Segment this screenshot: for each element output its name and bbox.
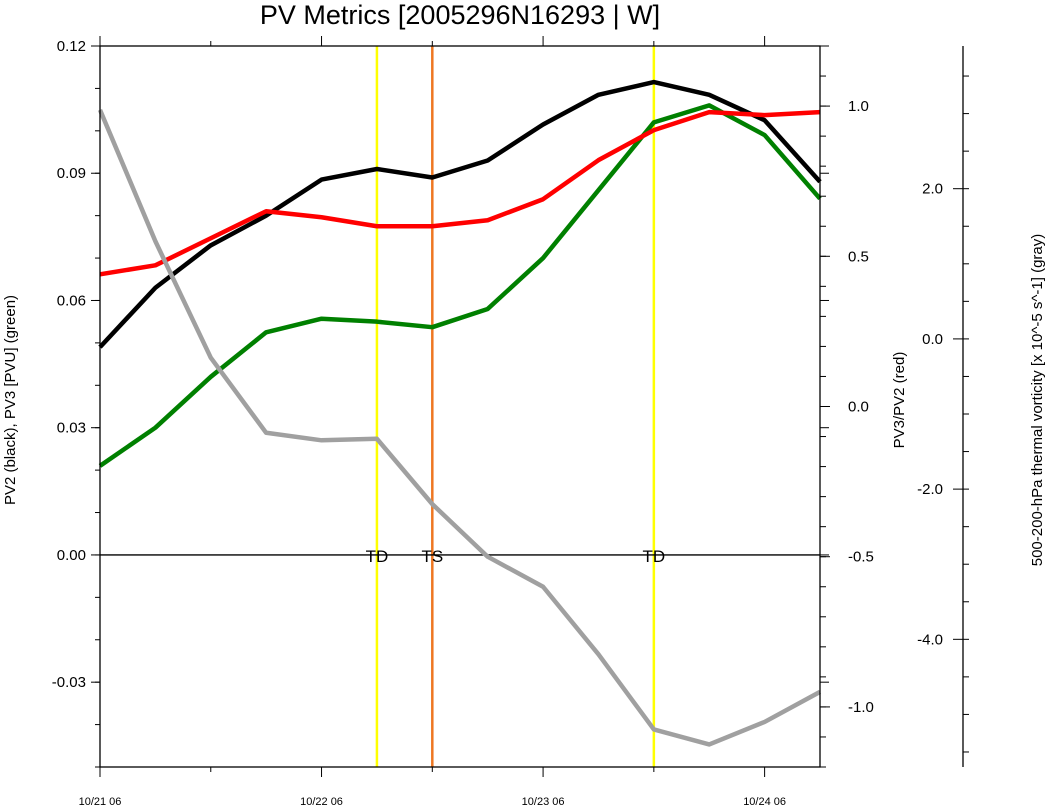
- series-line-thermal-vorticity: [97, 108, 822, 747]
- y-axis-left-label: PV2 (black), PV3 [PVU] (green): [2, 295, 19, 505]
- y-right-tick-label: 0.0: [848, 399, 869, 416]
- y-left-tick-label: 0.09: [57, 165, 86, 182]
- y-far-tick-label: -4.0: [917, 631, 943, 648]
- series-line-pv3: [98, 103, 822, 468]
- event-label-td-2: TD: [643, 547, 666, 566]
- series-lines: [97, 79, 822, 747]
- y-left-tick-label: -0.03: [52, 674, 86, 691]
- x-tick-label: 10/21 06: [79, 796, 122, 805]
- plot-frame: [99, 45, 964, 768]
- y-far-tick-label: 0.0: [922, 331, 943, 348]
- event-label-ts-1: TS: [421, 547, 443, 566]
- axis-ticks: -0.03 0.00 0.03 0.06 0.09 0.12 -1.0 -0.5 0.0 0.5 1…: [52, 36, 969, 808]
- series-line-pv3-pv2: [99, 109, 821, 277]
- y-right-tick-label: -1.0: [848, 699, 874, 716]
- series-line-pv2: [98, 79, 822, 349]
- y-left-tick-label: 0.06: [57, 292, 86, 309]
- event-label-td-0: TD: [366, 547, 389, 566]
- y-right-tick-label: 0.5: [848, 248, 869, 265]
- chart-title: PV Metrics [2005296N16293 | W]: [260, 0, 660, 30]
- y-far-tick-label: 2.0: [922, 181, 943, 198]
- y-axis-right-label: PV3/PV2 (red): [891, 352, 908, 449]
- plot-border: [99, 45, 821, 768]
- x-tick-label: 10/22 06: [300, 796, 343, 805]
- y-right-tick-label: -0.5: [848, 549, 874, 566]
- y-axis-far-right-label: 500-200-hPa thermal vorticity [x 10^-5 s…: [1029, 234, 1046, 567]
- y-left-tick-label: 0.12: [57, 38, 86, 55]
- y-left-tick-label: 0.03: [57, 420, 86, 437]
- y-left-tick-label: 0.00: [57, 547, 86, 564]
- y-far-tick-label: -2.0: [917, 481, 943, 498]
- event-labels: TD TS TD: [366, 547, 666, 566]
- y-right-tick-label: 1.0: [848, 98, 869, 115]
- x-tick-label: 10/24 06: [743, 796, 786, 805]
- event-lines: [375, 46, 656, 767]
- x-tick-label: 10/23 06: [522, 796, 565, 805]
